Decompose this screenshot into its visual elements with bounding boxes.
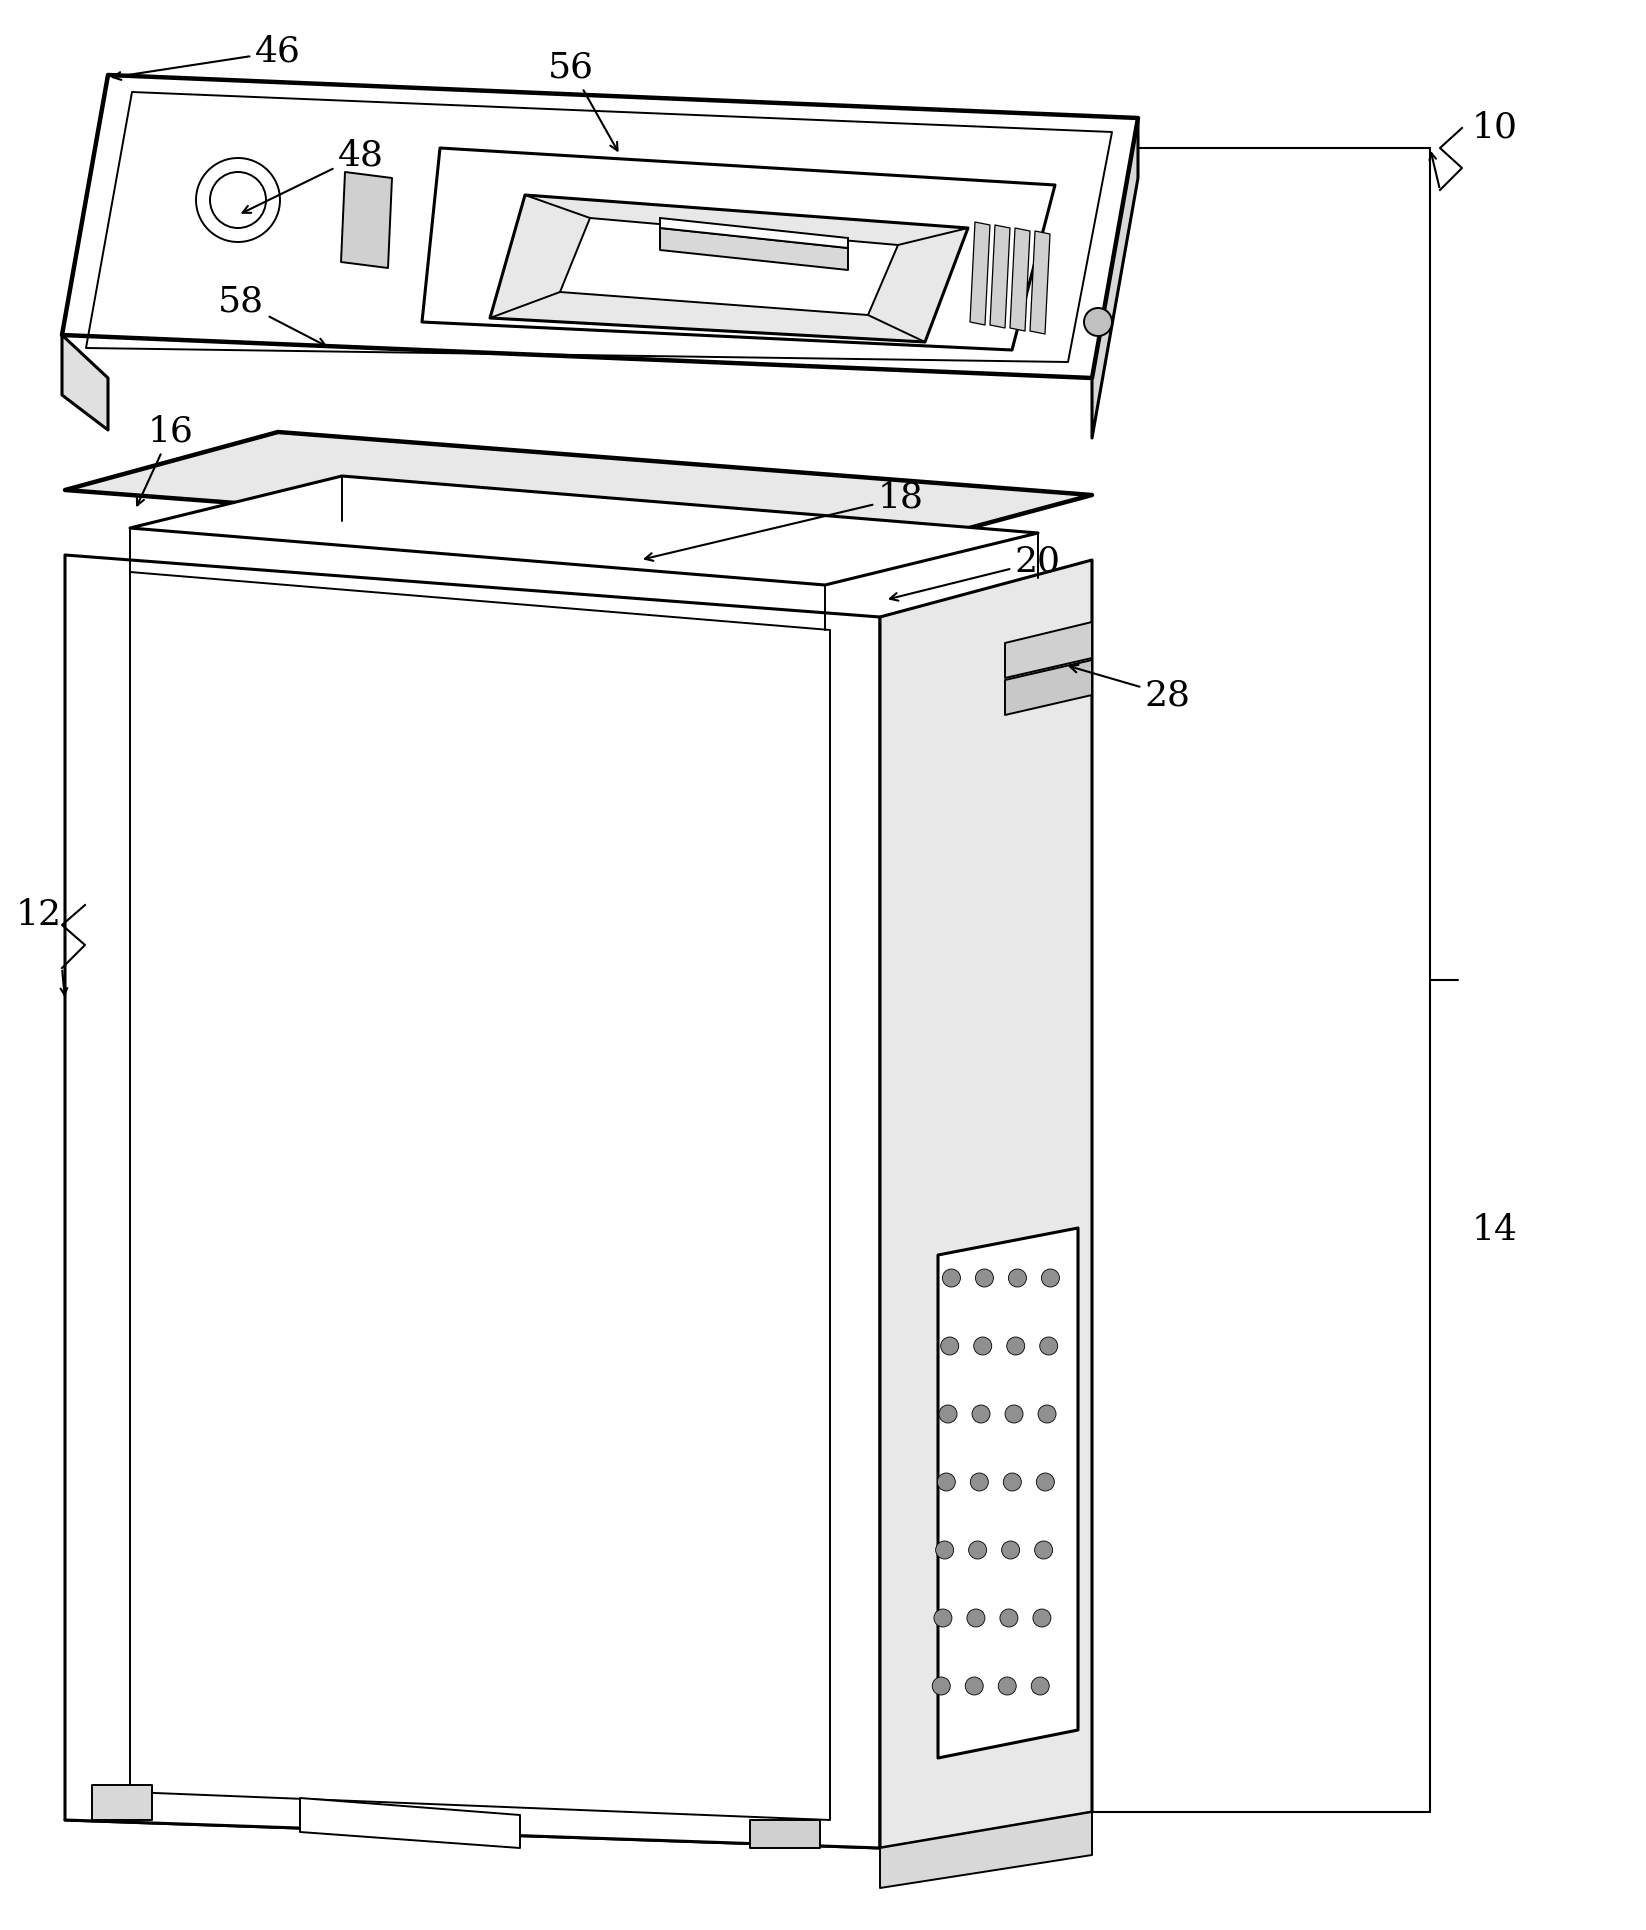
- Circle shape: [1006, 1405, 1024, 1422]
- Circle shape: [1040, 1337, 1058, 1355]
- Circle shape: [1037, 1473, 1055, 1492]
- Polygon shape: [491, 195, 968, 342]
- Circle shape: [997, 1677, 1016, 1695]
- Circle shape: [933, 1610, 951, 1627]
- Circle shape: [1004, 1473, 1021, 1492]
- Polygon shape: [881, 560, 1091, 1849]
- Text: 14: 14: [1472, 1212, 1518, 1247]
- Circle shape: [1034, 1610, 1050, 1627]
- Polygon shape: [751, 1820, 820, 1849]
- Polygon shape: [560, 218, 899, 315]
- Text: 56: 56: [548, 50, 617, 151]
- Polygon shape: [660, 218, 848, 247]
- Circle shape: [974, 1337, 993, 1355]
- Polygon shape: [1011, 228, 1030, 332]
- Circle shape: [1007, 1337, 1025, 1355]
- Polygon shape: [92, 1785, 151, 1820]
- Circle shape: [965, 1677, 983, 1695]
- Polygon shape: [64, 432, 1091, 552]
- Text: 28: 28: [1070, 664, 1192, 712]
- Polygon shape: [63, 75, 1137, 378]
- Polygon shape: [1006, 621, 1091, 677]
- Circle shape: [973, 1405, 989, 1422]
- Text: 10: 10: [1472, 112, 1518, 145]
- Polygon shape: [421, 149, 1055, 349]
- Polygon shape: [130, 477, 1039, 585]
- Text: 46: 46: [114, 35, 301, 79]
- Text: 58: 58: [217, 286, 326, 345]
- Circle shape: [938, 1405, 956, 1422]
- Circle shape: [976, 1270, 994, 1287]
- Circle shape: [966, 1610, 984, 1627]
- Circle shape: [1032, 1677, 1049, 1695]
- Circle shape: [971, 1473, 988, 1492]
- Circle shape: [1039, 1405, 1057, 1422]
- Circle shape: [1085, 309, 1113, 336]
- Circle shape: [937, 1473, 955, 1492]
- Circle shape: [196, 158, 280, 241]
- Polygon shape: [881, 1812, 1091, 1888]
- Polygon shape: [989, 226, 1011, 328]
- Text: 48: 48: [242, 139, 384, 212]
- Polygon shape: [660, 228, 848, 270]
- Polygon shape: [341, 172, 392, 268]
- Circle shape: [942, 1337, 958, 1355]
- Polygon shape: [969, 222, 989, 324]
- Polygon shape: [1006, 660, 1091, 714]
- Text: 18: 18: [645, 481, 923, 562]
- Polygon shape: [938, 1227, 1078, 1758]
- Circle shape: [1035, 1540, 1053, 1559]
- Circle shape: [1009, 1270, 1027, 1287]
- Polygon shape: [1030, 232, 1050, 334]
- Circle shape: [999, 1610, 1017, 1627]
- Circle shape: [943, 1270, 960, 1287]
- Polygon shape: [64, 556, 881, 1849]
- Polygon shape: [63, 336, 109, 430]
- Circle shape: [1042, 1270, 1060, 1287]
- Circle shape: [935, 1540, 953, 1559]
- Circle shape: [211, 172, 267, 228]
- Text: 16: 16: [137, 415, 194, 506]
- Polygon shape: [300, 1799, 520, 1849]
- Circle shape: [968, 1540, 986, 1559]
- Circle shape: [1002, 1540, 1019, 1559]
- Circle shape: [932, 1677, 950, 1695]
- Polygon shape: [1091, 118, 1137, 438]
- Polygon shape: [64, 1754, 1091, 1849]
- Text: 12: 12: [16, 897, 63, 932]
- Text: 20: 20: [890, 544, 1062, 600]
